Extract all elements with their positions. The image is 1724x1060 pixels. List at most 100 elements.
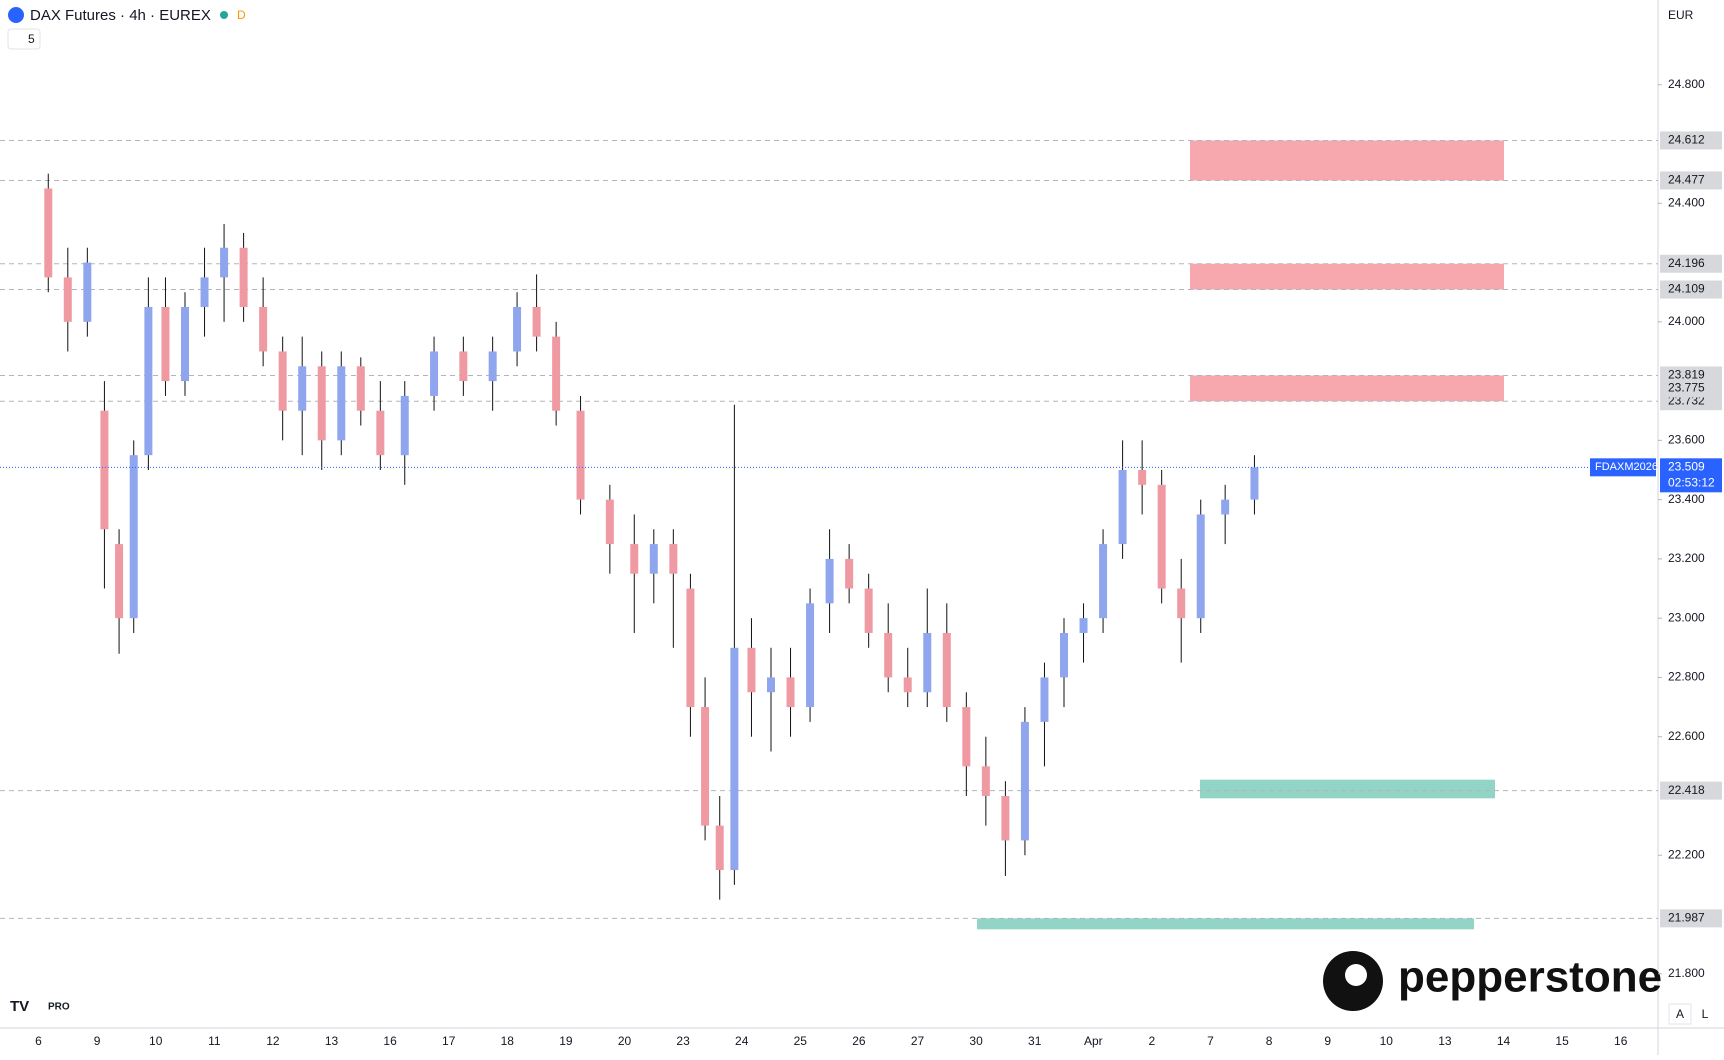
candle-body (701, 707, 710, 826)
candle-body (669, 544, 678, 574)
candle-body (278, 351, 287, 411)
price-tag-label: 23.775 (1668, 381, 1705, 395)
candle-body (1040, 677, 1049, 722)
candle-body (747, 647, 756, 693)
candle-body (220, 247, 229, 278)
y-tick-label: 22.800 (1668, 670, 1705, 684)
resistance-zone (1190, 263, 1504, 290)
candle-body (786, 677, 795, 708)
candle-body (923, 632, 932, 693)
x-tick-label: 17 (442, 1034, 456, 1048)
x-tick-label: 12 (266, 1034, 280, 1048)
scale-button[interactable] (1668, 1003, 1692, 1025)
indicator-toggle[interactable] (7, 28, 41, 50)
x-tick-label: 14 (1497, 1034, 1511, 1048)
candle-body (845, 558, 854, 589)
symbol-tag-label: FDAXM2026 (1595, 461, 1658, 473)
candle-body (864, 588, 873, 633)
candle-body (161, 307, 170, 382)
last-price-label: 23.509 (1668, 459, 1705, 473)
x-tick-label: 11 (208, 1034, 221, 1048)
resistance-zone (1190, 375, 1504, 402)
price-tag (1660, 909, 1722, 928)
price-tag (1660, 379, 1722, 398)
candle-body (605, 499, 614, 545)
tv-logo: TV (10, 998, 29, 1015)
candle-body (317, 366, 326, 441)
candle-body (767, 677, 775, 693)
candle-body (981, 766, 990, 796)
candle-body (1177, 588, 1186, 619)
x-tick-label: 10 (1380, 1034, 1394, 1048)
price-tag-label: 22.418 (1668, 783, 1705, 797)
candle-body (552, 336, 561, 411)
y-tick-label: 24.800 (1668, 77, 1705, 91)
y-tick-label: 24.400 (1668, 195, 1705, 209)
candle-body (513, 307, 522, 352)
x-tick-label: 26 (852, 1034, 866, 1048)
y-tick-label: 23.200 (1668, 551, 1705, 565)
brand: pepperstone (1398, 953, 1662, 1002)
candle-body (181, 307, 189, 382)
x-tick-label: 13 (325, 1034, 339, 1048)
y-tick-label: 24.000 (1668, 314, 1705, 328)
price-tag-label: 24.612 (1668, 133, 1705, 147)
candle-body (1001, 795, 1010, 841)
x-tick-label: 16 (383, 1034, 397, 1048)
last-price-tag (1660, 458, 1722, 493)
price-tag-label: 24.477 (1668, 173, 1705, 187)
candle-body (825, 558, 834, 604)
candle-body (129, 455, 138, 619)
candle-body (1157, 484, 1166, 589)
candle-body (376, 410, 385, 456)
candle-body (686, 588, 695, 708)
currency: EUR (1668, 8, 1694, 22)
candle-body (259, 307, 268, 352)
candle-body (1020, 721, 1029, 841)
countdown: 02:53:12 (1668, 475, 1715, 489)
symbol-tag (1590, 458, 1656, 477)
x-tick-label: 16 (1614, 1034, 1628, 1048)
support-zone (977, 918, 1474, 930)
price-tag-label: 24.196 (1668, 256, 1705, 270)
x-tick-label: 30 (969, 1034, 983, 1048)
price-tag-label: 21.987 (1668, 911, 1705, 925)
candle-body (115, 544, 124, 619)
candle-body (400, 395, 409, 456)
candle-body (962, 707, 971, 767)
x-tick-label: 7 (1207, 1034, 1214, 1048)
x-tick-label: 24 (735, 1034, 749, 1048)
candle-body (1196, 514, 1205, 619)
candle-body (100, 410, 109, 530)
price-tag (1660, 131, 1722, 150)
candle-body (1099, 544, 1108, 619)
candle-body (1138, 469, 1147, 485)
x-tick-label: 23 (676, 1034, 690, 1048)
indicator-count: 5 (28, 32, 35, 46)
candle-body (630, 544, 639, 574)
candle-body (806, 603, 815, 708)
candle-body (83, 262, 92, 322)
y-tick-label: 23.600 (1668, 433, 1705, 447)
badge: D (237, 8, 246, 22)
price-tag (1660, 781, 1722, 800)
scale-button-label: L (1702, 1007, 1709, 1021)
scale-button-label: A (1676, 1007, 1684, 1021)
tv-pro: PRO (48, 1002, 70, 1013)
candle-body (337, 366, 346, 441)
candle-body (942, 632, 951, 708)
x-tick-label: 15 (1555, 1034, 1569, 1048)
x-tick-label: 13 (1438, 1034, 1452, 1048)
candle-body (715, 825, 724, 871)
candle-body (239, 247, 248, 308)
x-tick-label: 18 (501, 1034, 515, 1048)
candle-body (730, 647, 739, 871)
candle-body (44, 188, 53, 278)
candle-body (1060, 632, 1068, 678)
x-tick-label: 9 (94, 1034, 101, 1048)
candle-body (63, 277, 72, 322)
chart-title: DAX Futures · 4h · EUREX (30, 7, 211, 24)
symbol-icon (8, 7, 24, 23)
